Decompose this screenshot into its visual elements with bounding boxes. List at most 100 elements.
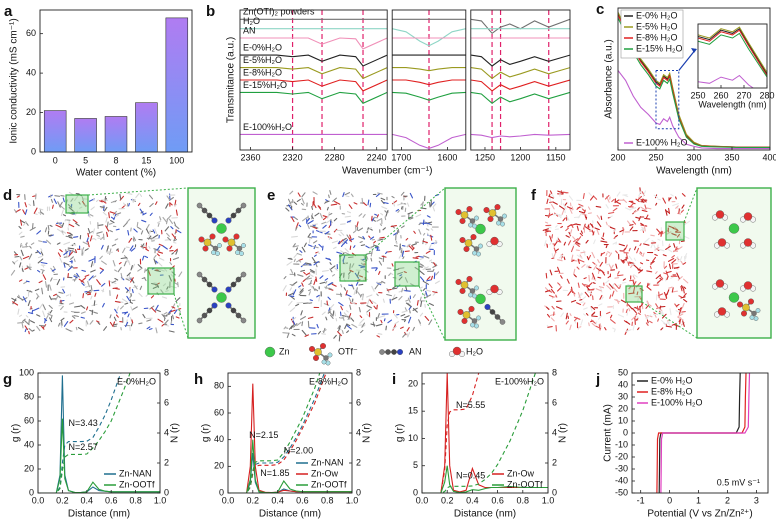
molecule-stick	[377, 313, 380, 319]
molecule-stick	[308, 291, 311, 296]
molecule-stick	[611, 290, 615, 297]
molecule-stick	[321, 245, 324, 251]
molecule-stick	[355, 281, 359, 286]
molecule-stick	[28, 203, 32, 206]
molecule-stick	[374, 213, 378, 216]
molecule-stick	[349, 245, 352, 250]
molecule-stick	[158, 257, 165, 261]
x-tick-label: 2320	[283, 152, 303, 162]
molecule-stick	[418, 266, 423, 268]
atom	[743, 281, 753, 290]
molecule-stick	[380, 197, 386, 201]
molecule-stick	[665, 277, 667, 282]
molecule-stick	[362, 236, 366, 240]
molecule-stick	[574, 223, 581, 226]
spectrum-line	[392, 79, 466, 86]
molecule-stick	[303, 242, 307, 248]
molecule-stick	[55, 295, 59, 301]
molecule-stick	[556, 240, 562, 243]
y2-tick-label: 2	[356, 457, 361, 467]
molecule-stick	[159, 216, 162, 221]
coordination-line	[422, 373, 480, 493]
molecule-stick	[555, 306, 563, 310]
molecule-stick	[290, 216, 295, 223]
x-axis-label: Distance (nm)	[68, 509, 130, 520]
legend-label: Zn-OOTf	[507, 479, 543, 489]
atom	[459, 218, 466, 225]
molecule-stick	[171, 233, 177, 239]
legend-label: Zn-NAN	[311, 457, 344, 467]
molecule-stick	[425, 228, 430, 231]
molecule-stick	[171, 306, 176, 309]
molecule-stick	[28, 253, 33, 260]
molecule-stick	[51, 204, 54, 209]
molecule-stick	[645, 300, 649, 304]
molecule-stick	[629, 226, 634, 231]
rdf-line	[422, 465, 548, 493]
molecule-stick	[40, 325, 45, 330]
molecule-stick	[551, 234, 554, 239]
atom	[753, 316, 759, 321]
molecule-stick	[614, 277, 620, 279]
molecule-stick	[283, 326, 287, 330]
molecule-stick	[580, 319, 584, 326]
atom	[484, 303, 491, 310]
molecule-stick	[345, 290, 348, 296]
molecule-stick	[334, 200, 341, 205]
molecule-stick	[331, 283, 337, 287]
molecule-stick	[17, 321, 25, 324]
molecule-stick	[333, 334, 337, 339]
molecule-stick	[565, 320, 569, 325]
molecule-stick	[156, 253, 160, 257]
molecule-stick	[645, 314, 652, 320]
molecule-stick	[99, 206, 105, 209]
molecule-stick	[75, 222, 80, 227]
molecule-stick	[574, 317, 578, 322]
spectrum-line	[392, 91, 466, 101]
molecule-stick	[419, 264, 426, 268]
molecule-stick	[622, 198, 627, 203]
legend-label: E-0% H₂O	[636, 10, 678, 20]
molecule-stick	[313, 254, 317, 257]
atom	[476, 315, 481, 321]
molecule-stick	[62, 197, 65, 203]
molecule-stick	[398, 276, 403, 281]
molecule-stick	[21, 268, 24, 273]
panel-letter: i	[392, 371, 396, 388]
molecule-stick	[643, 243, 650, 246]
molecule-stick	[36, 314, 41, 317]
molecule-stick	[646, 207, 652, 210]
molecule-stick	[555, 294, 558, 298]
spectrum-line	[240, 54, 388, 67]
molecule-stick	[324, 278, 329, 281]
molecule-stick	[638, 252, 643, 256]
molecule-stick	[324, 231, 330, 235]
molecule-stick	[24, 202, 27, 208]
molecule-stick	[343, 312, 348, 317]
molecule-stick	[649, 265, 652, 270]
molecule-stick	[175, 209, 178, 216]
molecule-stick	[298, 258, 304, 261]
molecule-stick	[680, 240, 685, 243]
molecule-stick	[81, 247, 85, 251]
molecule-stick	[25, 280, 30, 283]
molecule-stick	[591, 312, 595, 316]
molecule-stick	[682, 320, 685, 327]
molecule-stick	[569, 207, 573, 214]
atom	[455, 209, 462, 216]
molecule-stick	[667, 248, 673, 253]
atom	[240, 271, 247, 278]
molecule-stick	[101, 282, 106, 287]
molecule-stick	[55, 224, 62, 228]
y-tick-label: 5	[413, 460, 418, 470]
molecule-stick	[373, 305, 377, 310]
molecule-stick	[585, 313, 589, 316]
molecule-stick	[289, 283, 295, 286]
highlight-box	[665, 221, 685, 241]
x-tick-label: 0.0	[222, 495, 235, 505]
molecule-stick	[287, 292, 294, 296]
molecule-stick	[314, 226, 319, 229]
molecule-stick	[307, 244, 313, 247]
molecule-stick	[99, 255, 103, 260]
